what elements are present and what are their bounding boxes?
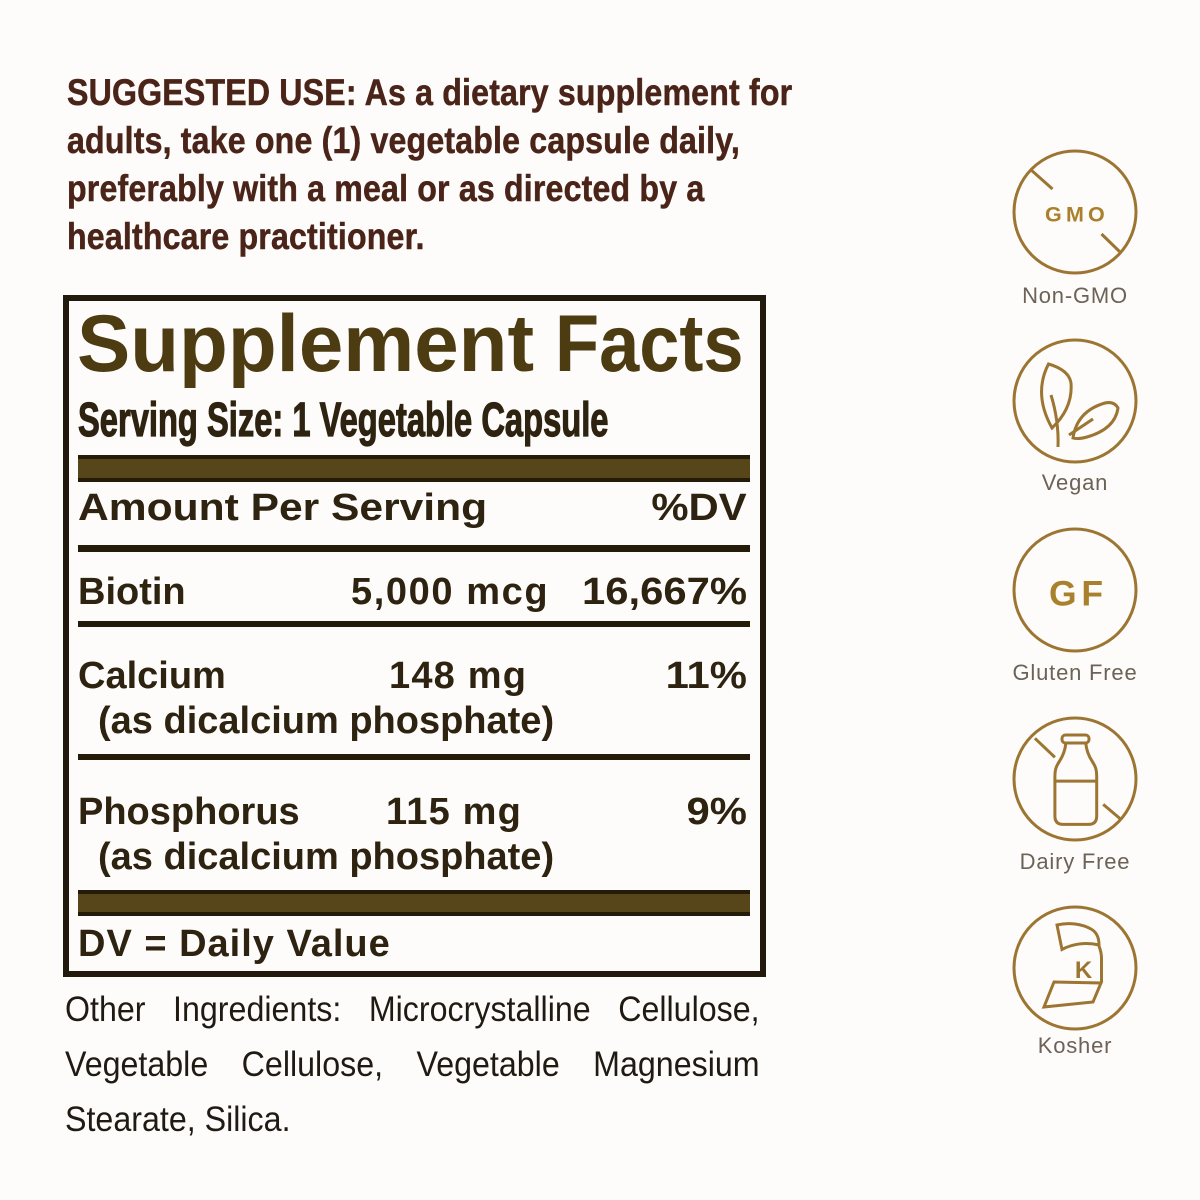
svg-text:GMO: GMO	[1045, 203, 1109, 227]
svg-text:GF: GF	[1049, 574, 1108, 614]
svg-text:K: K	[1075, 957, 1093, 984]
